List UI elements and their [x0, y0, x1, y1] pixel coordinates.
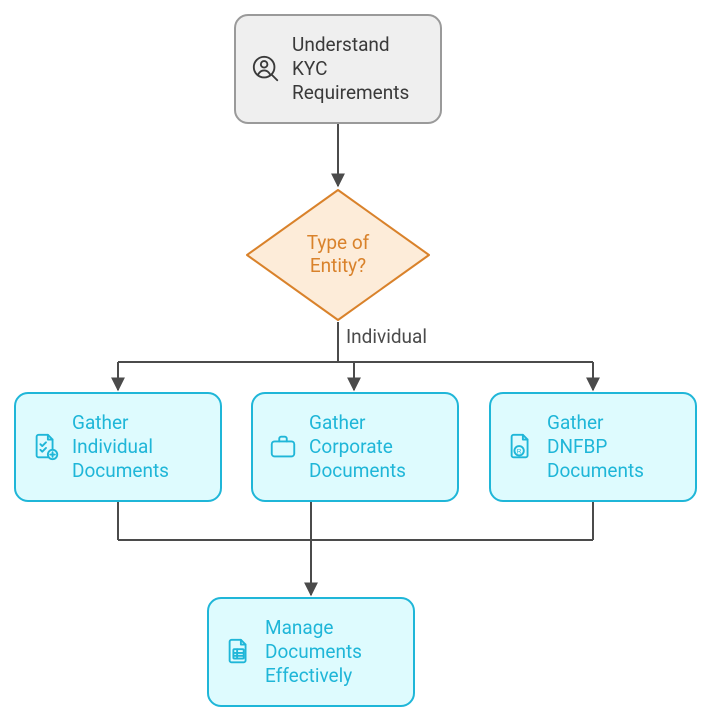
- node-gather-dnfbp: R GatherDNFBPDocuments: [489, 392, 697, 502]
- briefcase-icon: [267, 431, 299, 463]
- node-label: ManageDocumentsEffectively: [265, 616, 362, 687]
- user-search-icon: [250, 53, 282, 85]
- node-label: GatherDNFBPDocuments: [547, 411, 644, 482]
- node-label: GatherIndividualDocuments: [72, 411, 169, 482]
- node-label: GatherCorporateDocuments: [309, 411, 406, 482]
- node-manage-documents: ManageDocumentsEffectively: [207, 597, 415, 707]
- node-label: Type ofEntity?: [245, 188, 431, 322]
- flowchart-canvas: UnderstandKYCRequirements Type ofEntity?…: [0, 0, 713, 723]
- node-label: UnderstandKYCRequirements: [292, 33, 409, 104]
- svg-text:R: R: [517, 449, 522, 456]
- edge-label-individual: Individual: [346, 325, 427, 348]
- document-lines-icon: [223, 636, 255, 668]
- document-r-icon: R: [505, 431, 537, 463]
- node-decision-entity-type: Type ofEntity?: [245, 188, 431, 322]
- node-gather-individual: GatherIndividualDocuments: [14, 392, 222, 502]
- document-check-plus-icon: [30, 431, 62, 463]
- node-understand-kyc: UnderstandKYCRequirements: [234, 14, 442, 124]
- node-gather-corporate: GatherCorporateDocuments: [251, 392, 459, 502]
